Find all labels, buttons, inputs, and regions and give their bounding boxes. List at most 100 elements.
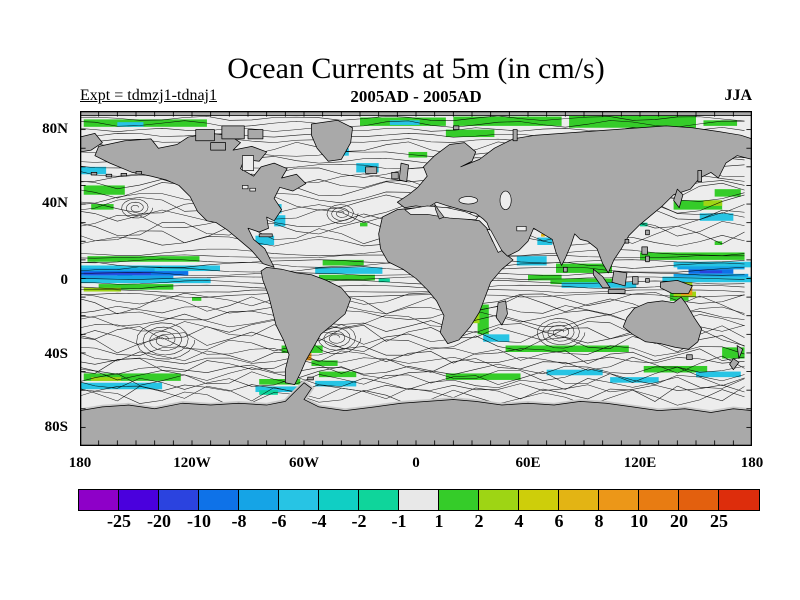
colorbar-segment xyxy=(239,490,279,510)
novaya-zemlya xyxy=(512,129,518,142)
colorbar-tick-label: -4 xyxy=(311,511,327,531)
antarctica xyxy=(80,382,752,446)
moluccas xyxy=(645,278,650,283)
colorbar-segment xyxy=(399,490,439,510)
colorbar-segment xyxy=(439,490,479,510)
colorbar-segment xyxy=(679,490,719,510)
streamline xyxy=(80,355,745,374)
streamline xyxy=(136,322,196,360)
map-frame xyxy=(80,111,752,446)
figure-subtitle: 2005AD - 2005AD xyxy=(350,87,482,106)
colorbar-tick-label: 1 xyxy=(434,511,444,531)
colorbar-tick-label: -20 xyxy=(147,511,171,531)
colorbar-tick-label: 25 xyxy=(710,511,728,531)
streamline xyxy=(80,115,745,122)
philippines-south xyxy=(645,255,650,263)
hainan xyxy=(624,239,630,244)
ireland xyxy=(391,172,399,180)
british-isles xyxy=(398,162,409,183)
colorbar-tick-label: 2 xyxy=(474,511,484,531)
streamline xyxy=(80,363,745,375)
colorbar-tick-label: -10 xyxy=(187,511,211,531)
greenland xyxy=(311,119,353,162)
colorbar-tick-label: -8 xyxy=(231,511,247,531)
new-guinea xyxy=(660,279,693,294)
south-america xyxy=(260,266,352,385)
lat-label-40n: 40N xyxy=(42,195,68,211)
caspian-sea xyxy=(499,190,512,210)
streamline xyxy=(80,272,745,276)
new-zealand-south xyxy=(729,358,740,371)
japan xyxy=(673,188,684,209)
streamline xyxy=(537,318,586,349)
colorbar-tick-label: -25 xyxy=(107,511,131,531)
colorbar-segment xyxy=(559,490,599,510)
chukotka xyxy=(80,132,103,153)
great-lakes-east xyxy=(249,187,256,192)
streamline xyxy=(80,284,745,290)
red-sea xyxy=(486,228,503,253)
world-map xyxy=(80,111,752,446)
colorbar-segment xyxy=(599,490,639,510)
lon-label-120e: 120E xyxy=(623,455,657,471)
colorbar-segment xyxy=(119,490,159,510)
lat-label-40s: 40S xyxy=(44,346,68,362)
colorbar-tick-label: 6 xyxy=(554,511,564,531)
streamline xyxy=(80,291,745,307)
streamline xyxy=(80,335,745,354)
colorbar-tick-label: 8 xyxy=(594,511,604,531)
black-sea xyxy=(458,196,478,205)
streamline xyxy=(121,198,154,219)
experiment-label: Expt = tdmzj1-tdnaj1 xyxy=(80,87,217,104)
colorbar-segment xyxy=(279,490,319,510)
colorbar-segment xyxy=(639,490,679,510)
streamline xyxy=(326,204,359,224)
lon-label-60e: 60E xyxy=(515,455,541,471)
sumatra xyxy=(592,268,611,289)
colorbar-segment xyxy=(719,490,759,510)
colorbar-segment xyxy=(359,490,399,510)
figure-title: Ocean Currents at 5m (in cm/s) xyxy=(227,52,605,85)
streamline xyxy=(80,345,745,357)
sulawesi xyxy=(632,276,639,285)
persian-gulf xyxy=(516,226,527,232)
lon-label-60w: 60W xyxy=(289,455,319,471)
lon-label-180w: 180 xyxy=(68,455,92,471)
colorbar-segment xyxy=(79,490,119,510)
streamline xyxy=(80,294,745,316)
canadian-arctic-islands xyxy=(195,125,264,151)
colorbar-tick-label: 20 xyxy=(670,511,688,531)
iceland xyxy=(365,166,378,174)
colorbar-segment xyxy=(319,490,359,510)
tasmania xyxy=(686,354,693,360)
streamline xyxy=(80,371,745,386)
lat-label-eq: 0 xyxy=(60,272,69,288)
land-layer xyxy=(80,111,752,446)
sri-lanka xyxy=(563,266,568,273)
colorbar-tick-label: -1 xyxy=(391,511,407,531)
colorbar-tick-label: 10 xyxy=(630,511,648,531)
colorbar-segment xyxy=(479,490,519,510)
lon-label-120w: 120W xyxy=(173,455,211,471)
streamline xyxy=(80,127,745,132)
streamline xyxy=(80,120,745,128)
season-label: JJA xyxy=(724,87,752,104)
streamline xyxy=(80,356,745,365)
colorbar-segment xyxy=(159,490,199,510)
madagascar xyxy=(495,300,508,326)
fill-patches-darkblue xyxy=(83,270,723,275)
colorbar-segment xyxy=(519,490,559,510)
taiwan xyxy=(645,229,650,236)
colorbar-bar xyxy=(78,489,760,511)
colorbar-segment xyxy=(199,490,239,510)
falklands xyxy=(307,376,314,381)
aleutian-islands xyxy=(90,171,142,178)
borneo xyxy=(611,270,628,287)
philippines-north xyxy=(641,246,648,255)
australia xyxy=(622,296,702,350)
hudson-bay xyxy=(242,155,254,171)
streamline xyxy=(80,383,745,393)
north-america xyxy=(94,132,307,268)
lat-label-80n: 80N xyxy=(42,121,68,137)
